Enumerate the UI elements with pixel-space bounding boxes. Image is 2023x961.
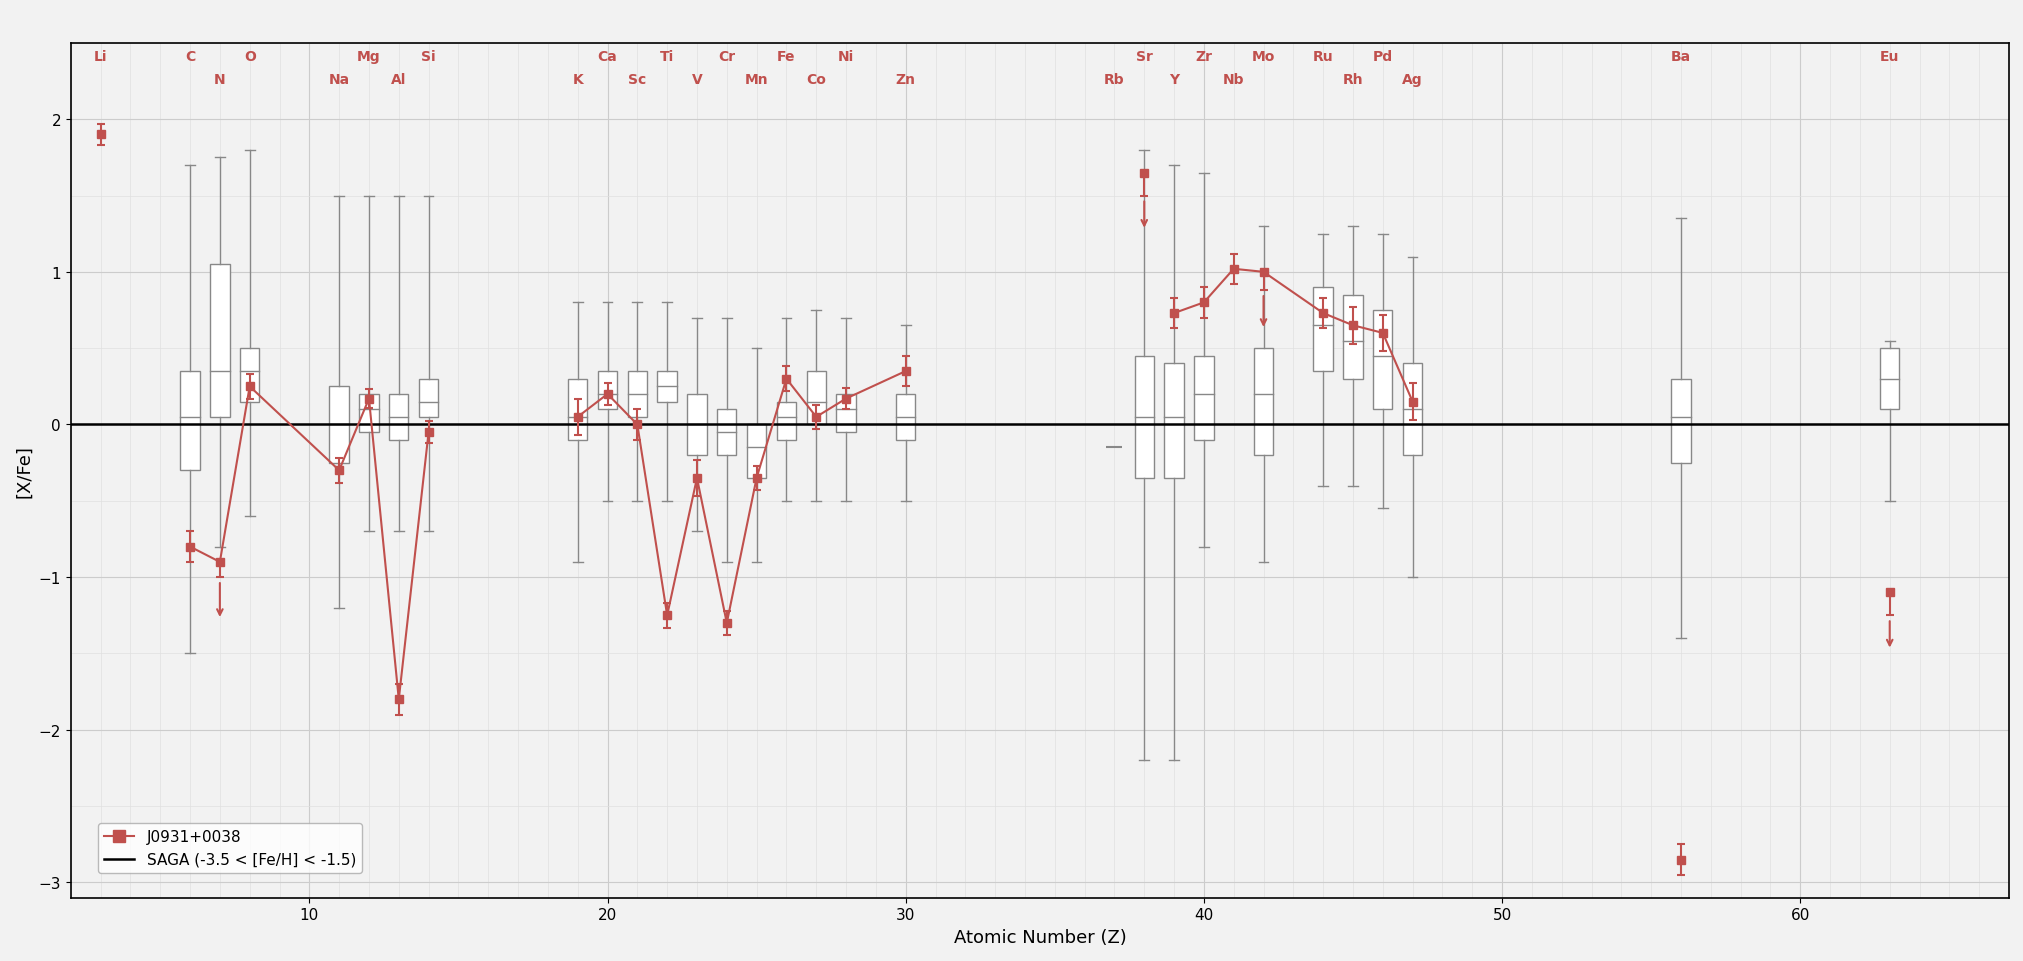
- Bar: [1343, 295, 1361, 380]
- Bar: [805, 372, 825, 425]
- Text: Ca: Ca: [597, 50, 617, 63]
- Text: Li: Li: [93, 50, 107, 63]
- Text: Sc: Sc: [627, 72, 645, 86]
- Text: Ba: Ba: [1671, 50, 1691, 63]
- Bar: [210, 265, 229, 417]
- Text: Ru: Ru: [1313, 50, 1333, 63]
- Y-axis label: [X/Fe]: [X/Fe]: [14, 444, 32, 497]
- Text: Ni: Ni: [838, 50, 854, 63]
- Bar: [419, 380, 439, 417]
- Bar: [627, 372, 647, 417]
- Bar: [330, 387, 348, 463]
- Bar: [1879, 349, 1898, 409]
- Text: K: K: [573, 72, 583, 86]
- Text: Co: Co: [805, 72, 825, 86]
- Text: Mo: Mo: [1250, 50, 1274, 63]
- Text: Na: Na: [328, 72, 350, 86]
- Text: Pd: Pd: [1372, 50, 1392, 63]
- Text: Nb: Nb: [1222, 72, 1244, 86]
- Bar: [688, 395, 706, 456]
- Bar: [657, 372, 676, 402]
- Bar: [716, 409, 736, 456]
- Bar: [241, 349, 259, 402]
- Text: Ag: Ag: [1402, 72, 1422, 86]
- Legend: J0931+0038, SAGA (-3.5 < [Fe/H] < -1.5): J0931+0038, SAGA (-3.5 < [Fe/H] < -1.5): [97, 824, 362, 874]
- Text: Mn: Mn: [744, 72, 769, 86]
- Bar: [1402, 364, 1422, 456]
- Bar: [1252, 349, 1272, 456]
- Bar: [896, 395, 914, 440]
- Text: Ti: Ti: [659, 50, 674, 63]
- Text: Rh: Rh: [1341, 72, 1364, 86]
- Bar: [597, 372, 617, 409]
- Bar: [1194, 357, 1214, 440]
- Bar: [360, 395, 378, 432]
- Text: C: C: [184, 50, 194, 63]
- Bar: [180, 372, 200, 471]
- Text: Zr: Zr: [1196, 50, 1212, 63]
- Bar: [835, 395, 856, 432]
- Text: Zn: Zn: [896, 72, 914, 86]
- Bar: [1313, 287, 1333, 372]
- Bar: [388, 395, 409, 440]
- Bar: [1671, 380, 1689, 463]
- Bar: [568, 380, 587, 440]
- Text: Fe: Fe: [777, 50, 795, 63]
- Bar: [1135, 357, 1153, 479]
- Text: Cr: Cr: [718, 50, 734, 63]
- Bar: [1163, 364, 1183, 479]
- Text: O: O: [243, 50, 255, 63]
- Text: Y: Y: [1169, 72, 1179, 86]
- Text: Eu: Eu: [1879, 50, 1898, 63]
- Text: Si: Si: [421, 50, 435, 63]
- Text: Sr: Sr: [1135, 50, 1153, 63]
- Bar: [746, 425, 767, 479]
- Text: Al: Al: [390, 72, 407, 86]
- Text: Rb: Rb: [1105, 72, 1125, 86]
- X-axis label: Atomic Number (Z): Atomic Number (Z): [953, 928, 1125, 946]
- Text: V: V: [692, 72, 702, 86]
- Text: N: N: [214, 72, 227, 86]
- Bar: [1372, 310, 1392, 409]
- Bar: [777, 402, 795, 440]
- Text: Mg: Mg: [356, 50, 380, 63]
